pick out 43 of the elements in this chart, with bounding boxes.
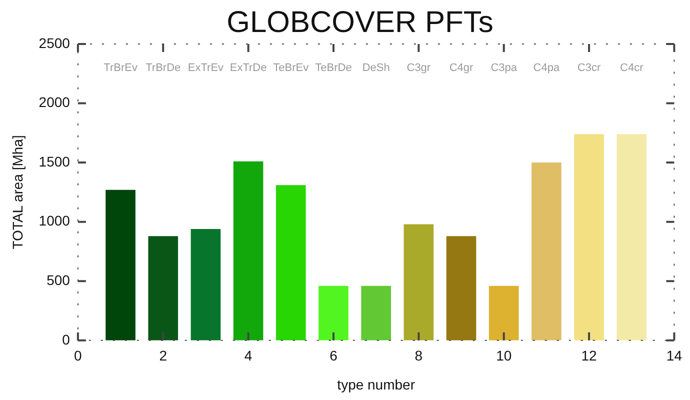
y-tick-label: 1500 xyxy=(38,153,70,170)
bar xyxy=(276,185,306,340)
y-tick-label: 500 xyxy=(46,272,70,288)
y-tick-label: 2000 xyxy=(38,94,70,110)
x-tick-label: 12 xyxy=(581,348,598,364)
bar xyxy=(190,228,221,340)
x-tick-label: 6 xyxy=(330,348,338,364)
y-axis-title: TOTAL area [Mha] xyxy=(9,135,26,250)
annotation: C4cr xyxy=(620,62,644,74)
annotation: ExTrEv xyxy=(188,62,224,74)
x-tick-label: 14 xyxy=(666,348,682,364)
bar xyxy=(532,162,562,340)
y-tick-label: 2500 xyxy=(38,34,70,51)
x-tick-label: 8 xyxy=(414,348,423,364)
x-tick-label: 10 xyxy=(496,348,512,364)
bar xyxy=(446,236,476,340)
annotation: TeBrDe xyxy=(315,62,352,74)
chart-title: GLOBCOVER PFTs xyxy=(226,6,494,39)
bar xyxy=(404,224,434,340)
annotation: TrBrDe xyxy=(146,62,181,74)
bar xyxy=(488,286,519,340)
annotation: TrBrEv xyxy=(104,62,138,74)
annotation: C4gr xyxy=(449,62,474,74)
bar xyxy=(148,236,178,340)
bar xyxy=(233,161,264,340)
bar xyxy=(574,134,604,340)
annotation: ExTrDe xyxy=(230,62,267,74)
x-axis-title: type number xyxy=(337,376,416,392)
bar xyxy=(616,134,647,340)
x-tick-label: 0 xyxy=(74,348,82,364)
x-tick-label: 2 xyxy=(159,348,168,364)
x-tick-label: 4 xyxy=(244,348,252,364)
y-tick-label: 1000 xyxy=(38,212,70,229)
annotation: C3gr xyxy=(406,62,431,74)
y-tick-label: 0 xyxy=(62,331,70,348)
bar xyxy=(106,190,136,340)
bar xyxy=(361,286,391,340)
annotation: C4pa xyxy=(533,62,560,74)
bar xyxy=(318,286,348,340)
annotation: C3cr xyxy=(577,62,601,74)
annotation: C3pa xyxy=(490,62,518,74)
annotation: TeBrEv xyxy=(273,62,310,74)
annotation: DeSh xyxy=(362,62,390,74)
